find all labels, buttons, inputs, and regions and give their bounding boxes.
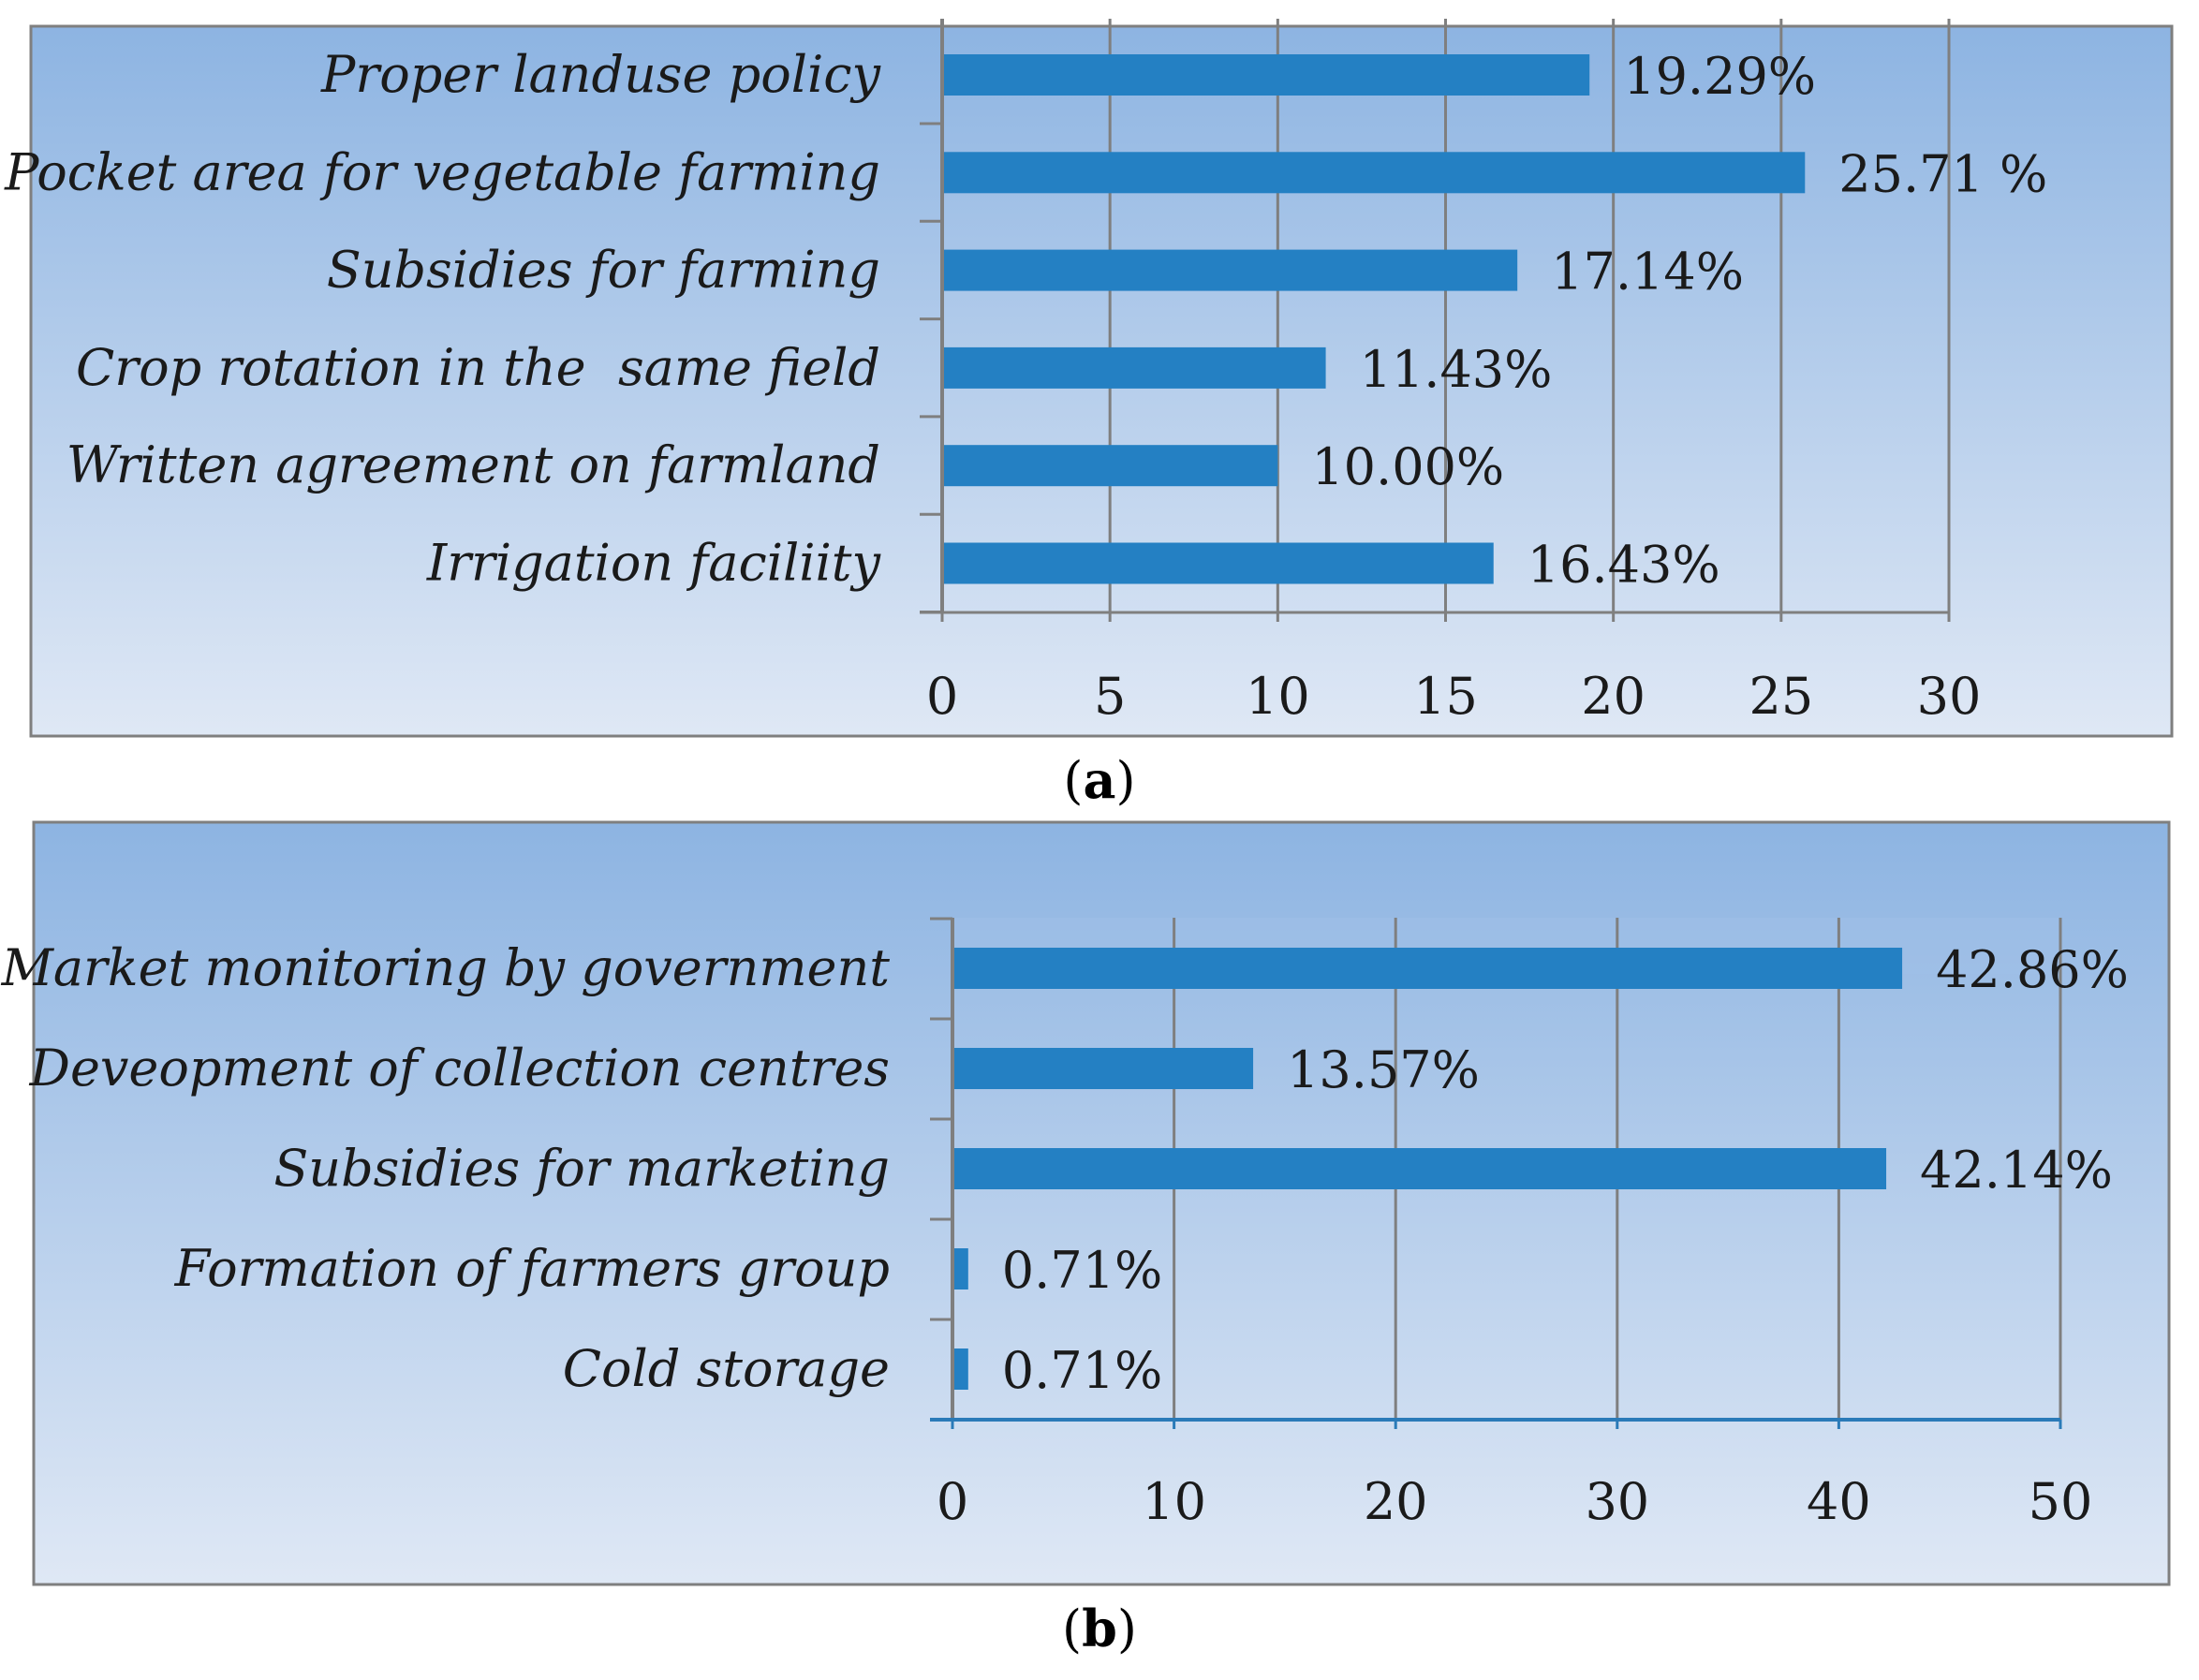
panel-a-caption: (a) [1063,750,1135,810]
bar [954,1348,968,1390]
category-label: Cold storage [563,1339,890,1398]
bar [944,542,1494,584]
chart-panel-b: 0 10 20 30 40 50 Market monitoring by governm… [1,820,2171,1586]
x-tick-label: 25 [1749,667,1813,726]
x-tick-label: 30 [1917,667,1982,726]
bar [954,948,1903,989]
data-label: 11.43% [1360,340,1553,399]
category-label: Crop rotation in the same field [76,338,880,397]
category-label: Subsidies for marketing [273,1139,890,1198]
panel-a-bars: Proper landuse policy 19.29% Pocket area f… [4,45,2047,595]
bar [954,1148,1887,1189]
panel-b-bars: Market monitoring by government 42.86% Dev… [1,938,2129,1400]
panel-a-grid: 0 5 10 15 20 25 30 [920,19,1981,726]
bar [954,1048,1254,1089]
x-tick-label: 50 [2029,1472,2093,1531]
category-label: Subsidies for farming [327,241,880,300]
x-tick-label: 10 [1246,667,1310,726]
category-label: Deveopment of collection centres [29,1039,890,1098]
data-label: 0.71% [1002,1341,1163,1400]
bar [944,445,1278,487]
x-tick-label: 0 [937,1472,968,1531]
data-label: 19.29% [1623,47,1816,106]
data-label: 42.14% [1920,1141,2113,1200]
data-label: 42.86% [1936,940,2129,999]
x-tick-label: 0 [926,667,958,726]
x-tick-label: 30 [1585,1472,1649,1531]
x-tick-label: 15 [1413,667,1478,726]
bar [954,1248,968,1289]
x-tick-label: 20 [1364,1472,1428,1531]
x-tick-label: 10 [1142,1472,1206,1531]
bar [944,152,1806,194]
data-label: 16.43% [1527,536,1720,595]
bar [944,249,1518,291]
category-label: Written agreement on farmland [66,435,880,494]
data-label: 25.71 % [1838,144,2047,203]
category-label: Formation of farmers group [174,1239,890,1298]
data-label: 10.00% [1311,437,1504,496]
category-label: Pocket area for vegetable farming [4,142,880,201]
data-label: 13.57% [1287,1040,1480,1099]
category-label: Market monitoring by government [1,938,891,997]
category-label: Proper landuse policy [320,45,881,104]
panel-b-caption: (b) [1062,1599,1137,1658]
bar [944,54,1590,96]
data-label: 0.71% [1002,1241,1163,1300]
x-tick-label: 20 [1581,667,1646,726]
data-label: 17.14% [1551,243,1744,302]
category-label: Irrigation faciliity [426,534,882,593]
x-tick-label: 5 [1094,667,1126,726]
chart-panel-a: 0 5 10 15 20 25 30 Proper landuse policy 19.29%… [4,19,2174,738]
bar [944,346,1326,389]
x-tick-label: 40 [1807,1472,1871,1531]
